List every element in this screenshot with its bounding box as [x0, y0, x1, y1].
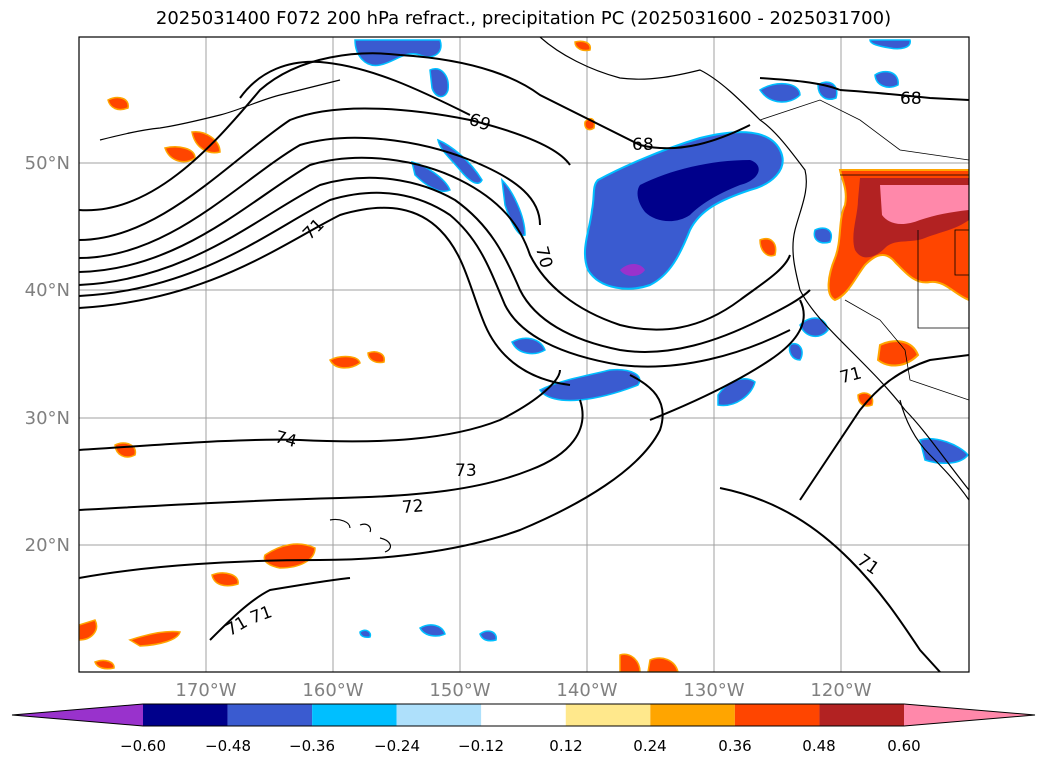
- longitude-labels: 170°W 160°W 150°W 140°W 130°W 120°W: [175, 680, 871, 701]
- contour-label: 70: [531, 244, 556, 270]
- colorbar-bin: [481, 704, 566, 726]
- contour-label: 73: [455, 461, 477, 481]
- latitude-labels: 50°N 40°N 30°N 20°N: [25, 153, 70, 556]
- lon-label: 160°W: [302, 680, 363, 701]
- lon-label: 170°W: [175, 680, 236, 701]
- contour-label: 69: [466, 110, 493, 136]
- colorbar-outline: [11, 703, 1036, 727]
- colorbar-tick-label: −0.24: [374, 737, 420, 755]
- contour-label: 68: [632, 135, 654, 155]
- colorbar-tick-label: −0.60: [120, 737, 166, 755]
- contour-label: 71: [853, 550, 882, 579]
- refractivity-contours: [79, 52, 969, 672]
- negative-precip-core: [637, 160, 759, 222]
- contour-label: 71: [299, 215, 328, 244]
- contour-label: 71: [248, 602, 275, 628]
- colorbar-tick-label: 0.48: [802, 737, 835, 755]
- lon-label: 140°W: [556, 680, 617, 701]
- colorbar-extend-max: [904, 704, 1035, 726]
- colorbar-tick-label: −0.36: [289, 737, 335, 755]
- colorbar-extend-min: [12, 704, 143, 726]
- lon-label: 120°W: [810, 680, 871, 701]
- lat-label: 20°N: [25, 535, 70, 556]
- positive-precip-west-us-peak: [880, 185, 969, 225]
- lat-label: 40°N: [25, 280, 70, 301]
- contour-label: 71: [222, 613, 251, 641]
- negative-precip-mid: [511, 337, 546, 355]
- colorbar-bin: [143, 704, 228, 726]
- negative-precip-areas: [354, 39, 969, 642]
- colorbar-tick-label: 0.36: [718, 737, 751, 755]
- colorbar-tick-label: 0.24: [633, 737, 666, 755]
- colorbar-bin: [819, 704, 904, 726]
- colorbar-bin: [734, 704, 820, 726]
- map-title: 2025031400 F072 200 hPa refract., precip…: [155, 8, 892, 29]
- coastlines: [99, 37, 969, 553]
- colorbar-tick-label: −0.12: [458, 737, 504, 755]
- colorbar-bin: [227, 704, 313, 726]
- contour-labels: 68 69 68 71 70 74 73 72 71 71 71 71: [222, 89, 921, 641]
- colorbar-bin: [565, 704, 651, 726]
- colorbar: [11, 703, 1036, 727]
- colorbar-bin: [396, 704, 482, 726]
- colorbar-ticks: −0.60 −0.48 −0.36 −0.24 −0.12 0.12 0.24 …: [120, 737, 921, 755]
- map-frame: [78, 36, 970, 673]
- lon-label: 130°W: [683, 680, 744, 701]
- colorbar-bin: [312, 704, 397, 726]
- colorbar-tick-label: −0.48: [205, 737, 251, 755]
- lat-label: 50°N: [25, 153, 70, 174]
- contour-label: 68: [900, 89, 922, 109]
- colorbar-tick-label: 0.12: [549, 737, 582, 755]
- contour-label: 74: [273, 427, 299, 452]
- colorbar-tick-label: 0.60: [887, 737, 920, 755]
- lon-label: 150°W: [429, 680, 490, 701]
- negative-precip-extreme: [620, 264, 645, 276]
- positive-precip-areas: [79, 40, 969, 672]
- contour-label: 72: [401, 496, 424, 518]
- colorbar-bin: [650, 704, 735, 726]
- boundaries: [759, 99, 969, 401]
- contour-label: 71: [838, 363, 864, 388]
- lat-label: 30°N: [25, 408, 70, 429]
